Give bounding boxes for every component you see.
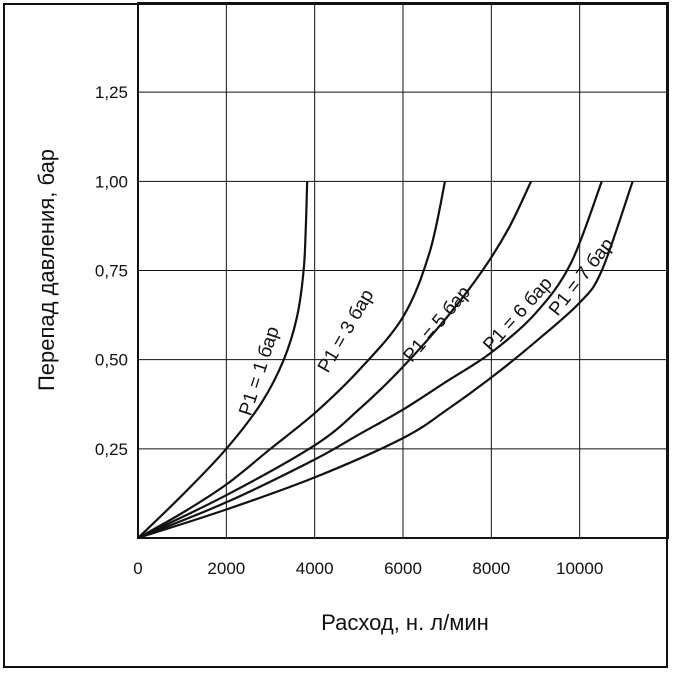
x-tick-label: 2000 [207, 559, 245, 578]
y-tick-label: 0,25 [95, 440, 128, 459]
curve-series-3 [137, 180, 533, 539]
plot-area-border [137, 2, 669, 539]
curve-label-3: P1 = 5 бар [400, 282, 475, 366]
y-tick-label: 1,00 [95, 172, 128, 191]
x-tick-label: 4000 [296, 559, 334, 578]
y-tick-label: 1,25 [95, 83, 128, 102]
curve-label-5: P1 = 7 бар [545, 234, 618, 320]
y-tick-label: 0,50 [95, 351, 128, 370]
x-tick-label: 8000 [472, 559, 510, 578]
y-axis-title: Перепад давления, бар [34, 149, 59, 391]
curves [137, 180, 634, 540]
curve-series-4 [137, 180, 603, 540]
curve-series-5 [137, 180, 634, 540]
x-tick-label: 0 [133, 559, 142, 578]
tick-labels: 0 2000 4000 6000 8000 10000 0,25 0,50 0,75 1,00 1,… [95, 83, 603, 578]
curve-label-2: P1 = 3 бар [314, 286, 378, 376]
x-tick-label: 6000 [384, 559, 422, 578]
curve-series-2 [137, 181, 447, 539]
x-axis-title: Расход, н. л/мин [321, 610, 489, 635]
curve-label-1: P1 = 1 бар [235, 324, 284, 418]
y-tick-label: 0,75 [95, 262, 128, 281]
x-tick-label: 10000 [556, 559, 603, 578]
curve-series-1 [137, 181, 309, 539]
